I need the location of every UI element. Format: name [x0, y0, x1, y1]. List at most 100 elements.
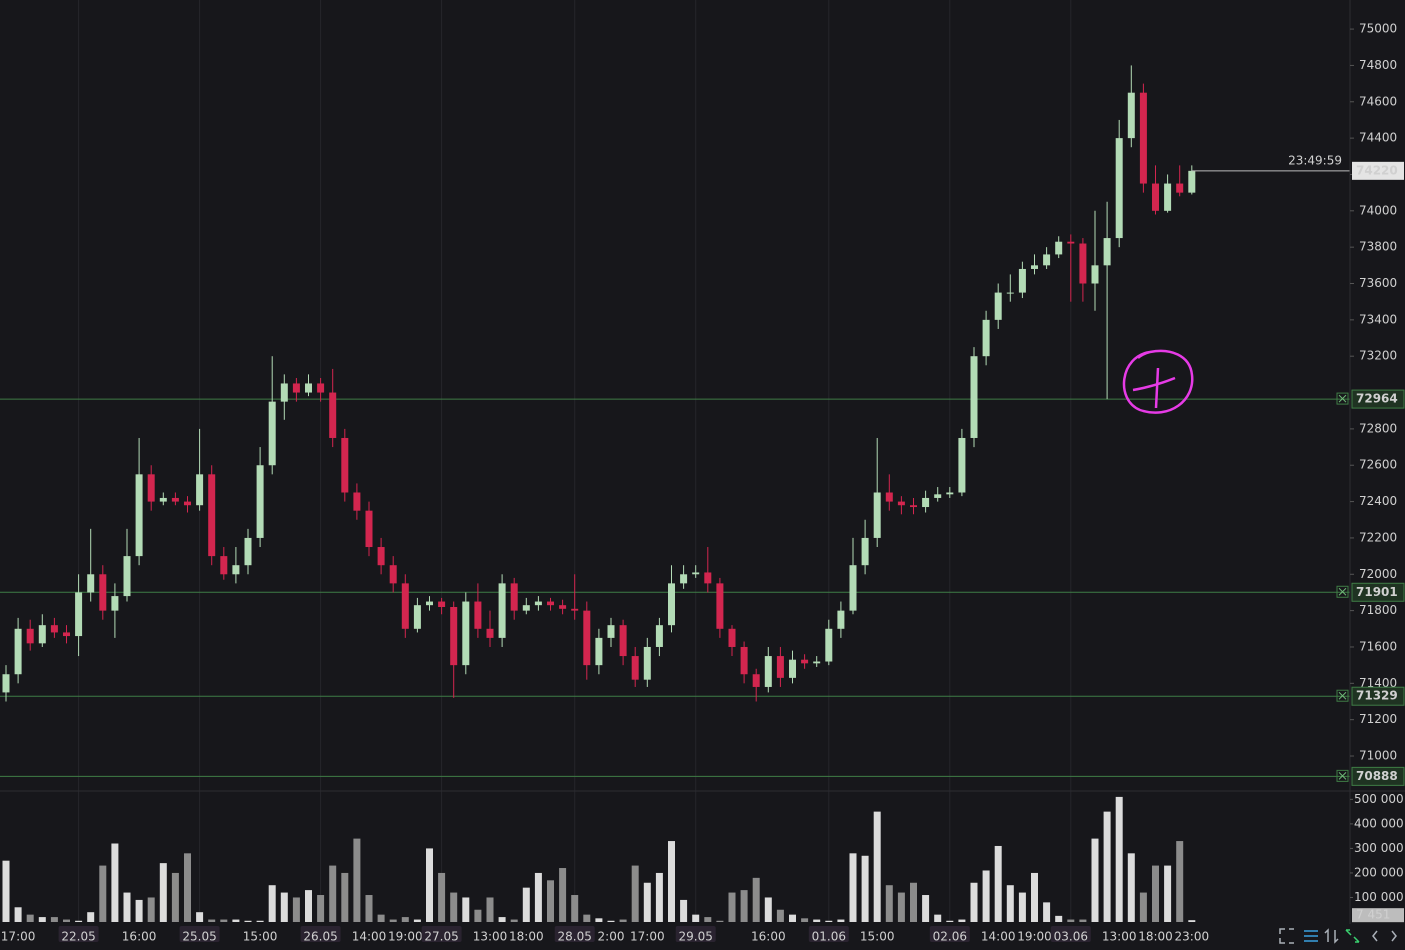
volume-bar [292, 897, 300, 922]
candle-body [837, 610, 845, 629]
date-label-bg [179, 926, 220, 942]
candle-body [377, 547, 385, 566]
volume-bar [244, 920, 252, 922]
prev-button[interactable] [1372, 930, 1378, 942]
volume-bar [268, 885, 276, 922]
candle-body [232, 565, 240, 575]
volume-bar [159, 863, 167, 922]
volume-bar [474, 909, 482, 922]
candle-body [147, 474, 155, 502]
candle-body [607, 625, 615, 638]
volume-bar [716, 920, 724, 922]
date-label-bg [929, 926, 970, 942]
volume-bar [631, 865, 639, 922]
volume-bar [2, 860, 10, 922]
date-label: 28.05 [558, 930, 592, 944]
candle-body [692, 572, 700, 575]
candle-body [220, 556, 228, 575]
y-tick-label: 74000 [1359, 203, 1397, 217]
time-label: 17:00 [630, 930, 665, 944]
price-line-close-x [1338, 691, 1347, 700]
candle-body [813, 661, 821, 664]
volume-bar [680, 899, 688, 922]
candle-body [1127, 92, 1135, 139]
candle-body [885, 492, 893, 502]
volume-bar [462, 897, 470, 922]
y-tick-label: 72600 [1359, 458, 1397, 472]
volume-bar [1139, 892, 1147, 922]
candle-body [1152, 183, 1159, 211]
volume-bar [353, 838, 361, 922]
volume-bar [910, 882, 917, 922]
candle-body [801, 659, 809, 664]
price-line-label: 71329 [1356, 689, 1398, 703]
candle-body [1031, 265, 1038, 269]
candle-body [462, 601, 470, 666]
last-volume-label: 7 451 [1356, 908, 1390, 922]
time-label: 18:00 [509, 930, 544, 944]
volume-bar [1188, 920, 1196, 922]
date-label: 22.05 [61, 930, 95, 944]
candle-body [341, 437, 349, 493]
time-label: 15:00 [860, 930, 895, 944]
volume-bar [377, 914, 385, 922]
candle-body [861, 537, 869, 566]
volume-bar [87, 912, 95, 922]
candle-body [292, 383, 300, 393]
y-tick-label: 71200 [1359, 712, 1397, 726]
volume-bar [14, 907, 22, 922]
candle-body [522, 605, 530, 611]
time-label: 13:00 [1102, 930, 1137, 944]
volume-bar [1127, 853, 1135, 922]
next-button[interactable] [1391, 930, 1397, 942]
candle-body [365, 510, 373, 548]
fullscreen-button[interactable] [1279, 928, 1294, 944]
volume-bar [692, 914, 700, 922]
time-label: 18:00 [1138, 930, 1173, 944]
price-line-label: 72964 [1356, 392, 1398, 406]
candle-body [849, 565, 857, 611]
candle-body [946, 492, 954, 495]
candle-body [1139, 92, 1147, 184]
candle-body [438, 601, 446, 607]
candle-body [534, 601, 542, 606]
volume-bar [994, 845, 1002, 922]
volume-bar [534, 872, 542, 922]
volume-bar [668, 841, 675, 922]
candle-body [740, 646, 748, 675]
y-tick-label: 72200 [1359, 530, 1397, 544]
candle-body [1164, 183, 1172, 211]
candle-body [825, 628, 833, 662]
candle-body [75, 592, 83, 637]
date-label: 02.06 [933, 930, 967, 944]
sort-button[interactable] [1324, 928, 1339, 944]
volume-bar [256, 920, 264, 922]
volume-bar [897, 892, 905, 922]
candle-body [2, 674, 10, 693]
volume-bar [801, 918, 809, 922]
candle-body [63, 632, 70, 637]
volume-bar [825, 920, 833, 922]
volume-bar [752, 877, 760, 922]
candle-body [26, 628, 34, 644]
volume-bar [426, 848, 433, 922]
candle-body [244, 537, 252, 566]
volume-bar [50, 917, 58, 922]
volume-bar [196, 912, 204, 922]
volume-tick-label: 100 000 [1354, 890, 1404, 904]
volume-bar [1164, 865, 1172, 922]
price-line-label: 70888 [1356, 769, 1398, 783]
candle-body [123, 556, 131, 597]
zoom-button[interactable] [1345, 929, 1360, 943]
candle-body [982, 319, 990, 357]
volume-bar [813, 919, 821, 922]
volume-bar [184, 853, 191, 922]
price-line-label-bg [1351, 686, 1405, 706]
volume-bar [1006, 885, 1014, 922]
time-label: 16:00 [122, 930, 157, 944]
candle-body [595, 637, 603, 666]
candle-body [873, 492, 881, 538]
date-label-bg [1050, 926, 1091, 942]
settings-button[interactable] [1304, 930, 1318, 942]
candle-body [655, 625, 663, 647]
